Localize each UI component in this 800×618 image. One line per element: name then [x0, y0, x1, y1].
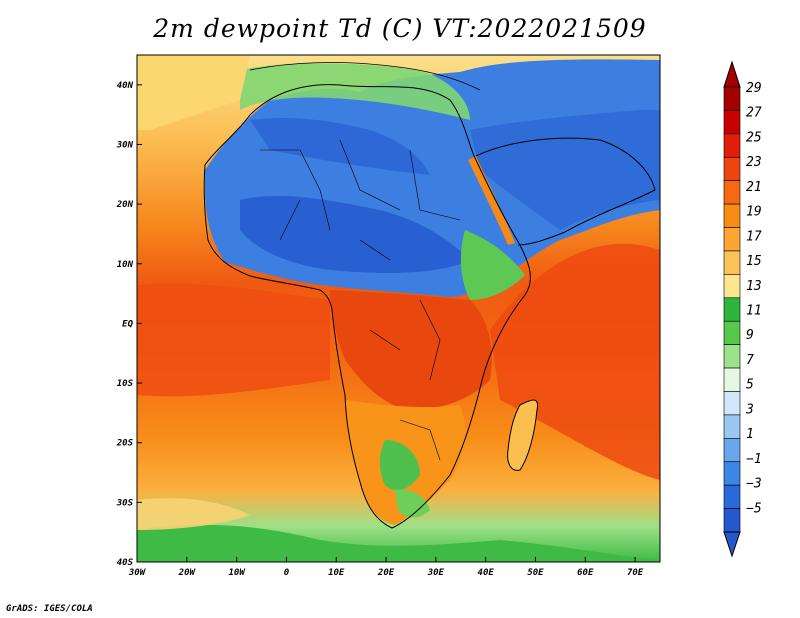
colorbar-swatch	[723, 438, 741, 463]
map-frame	[136, 54, 661, 563]
colorbar-label: 9	[746, 328, 754, 343]
north-sahara-dry-core	[250, 118, 430, 175]
europe-coastline	[249, 62, 481, 91]
colorbar-swatch	[723, 367, 741, 392]
lon-tick-label: 40E	[478, 568, 495, 578]
colorbar-swatch	[723, 320, 741, 345]
north-atlantic-zone	[137, 55, 250, 130]
lat-tick-label: EQ	[122, 319, 133, 329]
madagascar	[507, 400, 538, 471]
colorbar-label: 21	[746, 180, 762, 195]
colorbar-swatch	[723, 86, 741, 111]
drakensberg-green-zone	[395, 489, 430, 518]
colorbar-label: 23	[746, 155, 762, 170]
lat-tick-label: 10S	[117, 379, 134, 389]
colorbar-swatch	[723, 156, 741, 181]
colorbar-swatch	[723, 133, 741, 158]
axis-ticks: 30W 20W 10W 0 10E 20E 30E 40E 50E 60E 70E 40N 30N 20N…	[116, 81, 644, 578]
grads-credit: GrADS: IGES/COLA	[6, 604, 93, 614]
ethiopia-zone	[460, 230, 525, 300]
colorbar-label: 11	[746, 304, 762, 319]
atlantic-humid-zone	[137, 283, 330, 397]
arabia-dry-zone	[470, 110, 660, 230]
colorbar-swatch	[723, 508, 741, 533]
sahel-dry-core	[240, 195, 470, 273]
lat-tick-label: 30N	[116, 140, 134, 150]
colorbar-swatch	[723, 484, 741, 509]
colorbar: 29 27 25 23 21 19 17 15 13 11 9 7 5 3 1 −1 −3 −5	[723, 60, 762, 558]
colorbar-label: 29	[746, 81, 762, 96]
colorbar-swatch	[723, 250, 741, 275]
colorbar-label: −3	[746, 477, 762, 492]
colorbar-label: 17	[746, 229, 762, 244]
colorbar-label: −5	[746, 501, 762, 516]
lon-tick-label: 20E	[377, 568, 395, 578]
colorbar-label: 1	[746, 427, 754, 442]
colorbar-label: 7	[746, 353, 754, 368]
colorbar-label: 25	[746, 130, 762, 145]
south-atlantic-cool-zone	[137, 498, 250, 530]
dewpoint-field	[137, 55, 660, 562]
colorbar-label: 19	[746, 205, 762, 220]
colorbar-swatch	[723, 297, 741, 322]
lon-tick-label: 20W	[178, 568, 197, 578]
colorbar-swatch	[723, 110, 741, 135]
lat-tick-label: 40S	[117, 558, 134, 568]
southern-ocean-band	[137, 524, 660, 562]
lon-tick-label: 60E	[577, 568, 594, 578]
lat-tick-label: 20S	[116, 439, 134, 449]
lon-tick-label: 10E	[328, 568, 345, 578]
colorbar-swatch	[723, 203, 741, 228]
lon-tick-label: 10W	[228, 568, 246, 578]
colorbar-swatch	[723, 461, 741, 486]
colorbar-swatch	[723, 414, 741, 439]
lat-tick-label: 10N	[117, 260, 134, 270]
lon-tick-label: 30E	[427, 568, 445, 578]
colorbar-swatch	[723, 180, 741, 205]
colorbar-swatch	[723, 344, 741, 369]
colorbar-label: 3	[745, 402, 754, 417]
lat-tick-label: 20N	[116, 200, 134, 210]
africa-coastline	[203, 84, 531, 529]
lat-tick-label: 40N	[117, 81, 134, 91]
lon-tick-label: 50E	[527, 568, 544, 578]
lon-tick-label: 70E	[627, 568, 644, 578]
lon-tick-label: 0	[284, 568, 290, 578]
madagascar-coastline	[507, 399, 539, 471]
arabia-coastline	[475, 137, 656, 246]
colorbar-min-arrow	[723, 531, 741, 558]
lat-tick-label: 30S	[116, 498, 134, 508]
indian-ocean-humid-zone	[490, 243, 660, 480]
red-sea	[468, 156, 515, 245]
lon-tick-label: 30W	[128, 568, 147, 578]
colorbar-label: 27	[746, 106, 762, 121]
colorbar-swatch	[723, 391, 741, 416]
mediterranean-zone	[240, 63, 470, 120]
colorbar-label: −1	[746, 452, 762, 467]
colorbar-swatch	[723, 274, 741, 299]
colorbar-label: 5	[746, 378, 754, 393]
kalahari-green-zone	[379, 440, 420, 491]
chart-title: 2m dewpoint Td (C) VT:2022021509	[153, 14, 647, 43]
country-borders	[260, 139, 461, 461]
colorbar-label: 15	[746, 254, 762, 269]
colorbar-label: 13	[746, 279, 762, 294]
colorbar-max-arrow	[723, 60, 741, 88]
colorbar-swatch	[723, 227, 741, 252]
congo-humid-zone	[330, 290, 492, 410]
